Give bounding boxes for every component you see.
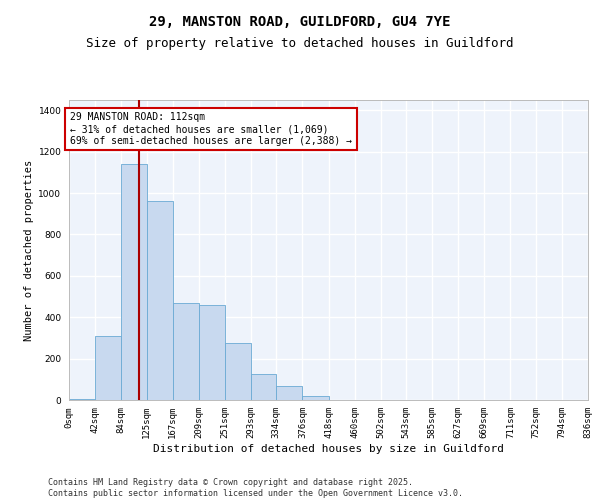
Y-axis label: Number of detached properties: Number of detached properties [24, 160, 34, 340]
Bar [146, 202, 173, 400]
Bar [251, 374, 277, 400]
Text: 29, MANSTON ROAD, GUILDFORD, GU4 7YE: 29, MANSTON ROAD, GUILDFORD, GU4 7YE [149, 15, 451, 29]
X-axis label: Distribution of detached houses by size in Guildford: Distribution of detached houses by size … [153, 444, 504, 454]
Bar [95, 336, 121, 400]
Bar [302, 396, 329, 400]
Bar [121, 164, 146, 400]
Text: Size of property relative to detached houses in Guildford: Size of property relative to detached ho… [86, 38, 514, 51]
Bar [173, 303, 199, 400]
Bar [199, 305, 225, 400]
Bar [69, 399, 95, 400]
Bar [225, 343, 251, 400]
Text: 29 MANSTON ROAD: 112sqm
← 31% of detached houses are smaller (1,069)
69% of semi: 29 MANSTON ROAD: 112sqm ← 31% of detache… [70, 112, 352, 146]
Text: Contains HM Land Registry data © Crown copyright and database right 2025.
Contai: Contains HM Land Registry data © Crown c… [48, 478, 463, 498]
Bar [277, 386, 302, 400]
